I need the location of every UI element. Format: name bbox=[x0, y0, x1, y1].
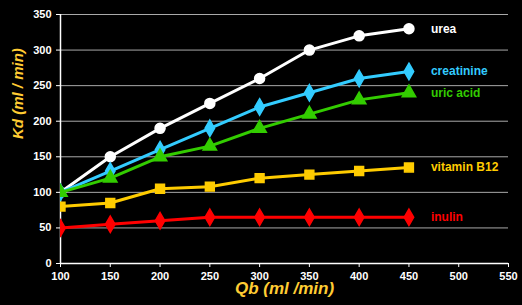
svg-text:450: 450 bbox=[400, 270, 418, 282]
svg-text:250: 250 bbox=[33, 79, 51, 91]
svg-text:300: 300 bbox=[33, 44, 51, 56]
svg-text:400: 400 bbox=[350, 270, 368, 282]
svg-text:Kd (ml / min): Kd (ml / min) bbox=[9, 48, 26, 139]
svg-text:0: 0 bbox=[45, 257, 51, 269]
svg-text:250: 250 bbox=[201, 270, 219, 282]
svg-text:350: 350 bbox=[300, 270, 319, 283]
svg-text:150: 150 bbox=[33, 150, 51, 162]
svg-text:uric acid: uric acid bbox=[431, 86, 480, 100]
svg-text:200: 200 bbox=[33, 115, 51, 127]
svg-text:350: 350 bbox=[33, 8, 51, 20]
svg-text:inulin: inulin bbox=[431, 210, 463, 224]
svg-text:50: 50 bbox=[39, 221, 51, 233]
svg-text:100: 100 bbox=[33, 186, 51, 198]
svg-text:Qb (ml /min): Qb (ml /min) bbox=[235, 279, 335, 298]
svg-text:200: 200 bbox=[151, 270, 169, 282]
svg-text:550: 550 bbox=[499, 270, 517, 282]
svg-text:150: 150 bbox=[101, 270, 119, 282]
svg-text:500: 500 bbox=[450, 270, 468, 282]
svg-text:urea: urea bbox=[431, 22, 457, 36]
svg-text:300: 300 bbox=[250, 270, 269, 283]
svg-text:vitamin B12: vitamin B12 bbox=[431, 160, 499, 174]
svg-text:100: 100 bbox=[51, 270, 69, 282]
svg-text:creatinine: creatinine bbox=[431, 64, 488, 78]
